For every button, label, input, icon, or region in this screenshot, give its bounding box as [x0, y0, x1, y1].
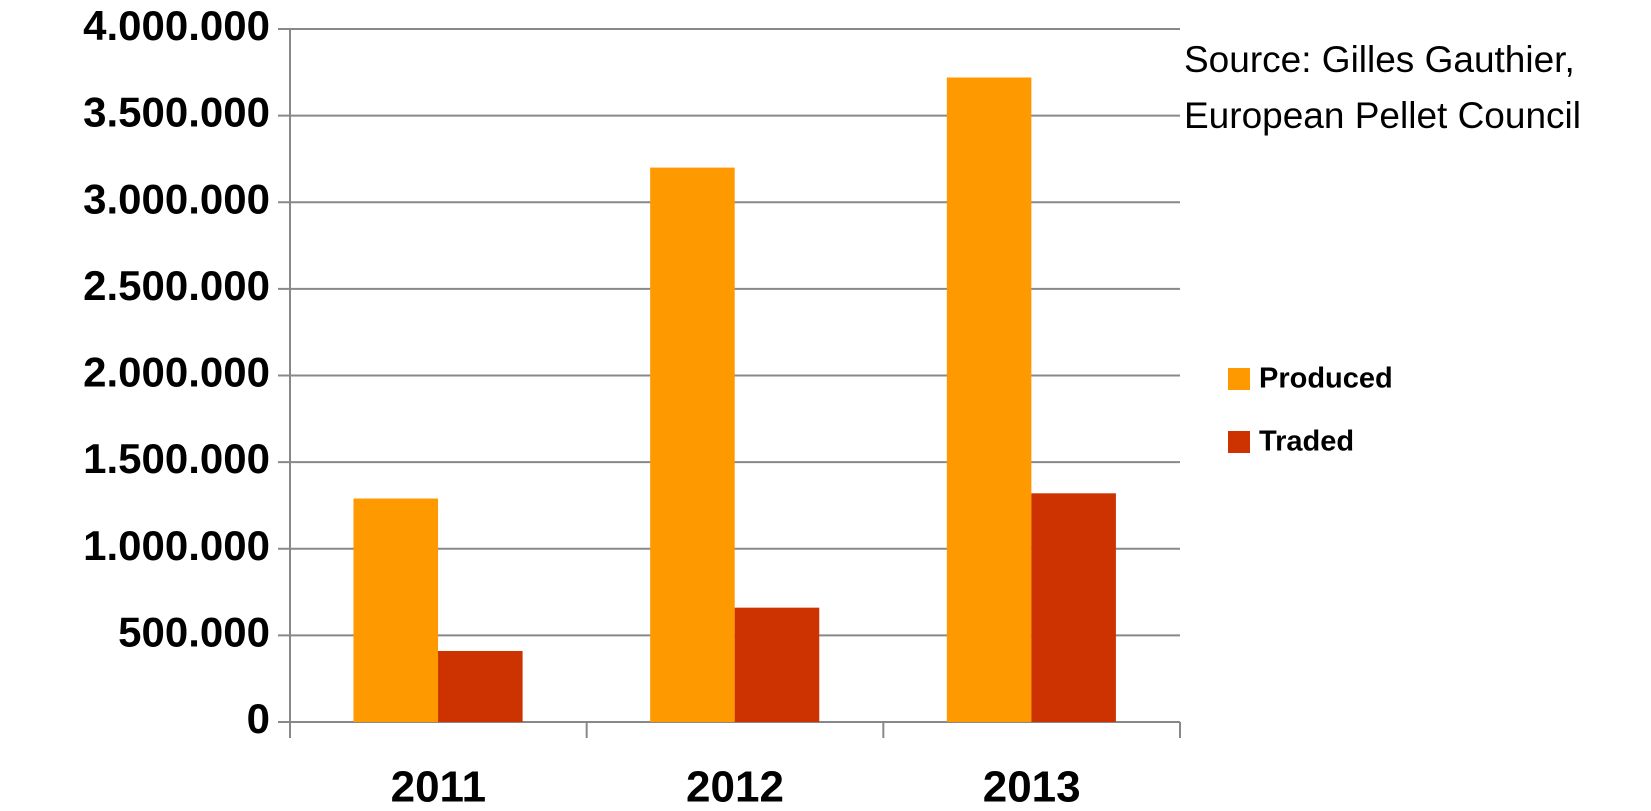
bar — [353, 498, 439, 722]
bar — [650, 167, 735, 723]
y-tick-label: 1.000.000 — [83, 522, 270, 569]
bar — [1031, 493, 1116, 722]
legend-label: Traded — [1259, 426, 1354, 458]
y-tick-label: 500.000 — [118, 608, 270, 655]
y-tick-label: 2.000.000 — [83, 349, 270, 396]
bar — [438, 650, 523, 722]
legend-label: Produced — [1259, 363, 1393, 395]
y-tick-label: 4.000.000 — [83, 2, 270, 49]
bar — [946, 77, 1032, 722]
source-note: Source: Gilles Gauthier, — [1184, 39, 1575, 80]
x-tick-label: 2011 — [391, 763, 486, 811]
source-note: European Pellet Council — [1184, 95, 1581, 136]
y-tick-label: 0 — [247, 695, 270, 742]
y-tick-label: 2.500.000 — [83, 262, 270, 309]
y-tick-label: 3.000.000 — [83, 175, 270, 222]
legend-swatch — [1228, 368, 1250, 390]
legend-swatch — [1228, 431, 1250, 453]
y-tick-label: 3.500.000 — [83, 89, 270, 136]
bar — [734, 607, 820, 722]
x-tick-label: 2013 — [983, 763, 1081, 811]
x-tick-label: 2012 — [686, 763, 784, 811]
y-tick-label: 1.500.000 — [83, 435, 270, 482]
